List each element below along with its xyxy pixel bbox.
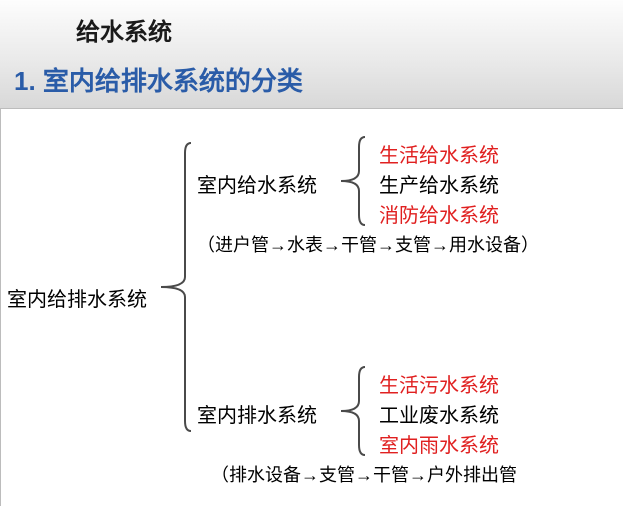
tree-root: 室内给排水系统: [7, 283, 147, 312]
tree-branch-0: 室内给水系统: [197, 169, 317, 198]
tree-note-1: （排水设备→支管→干管→户外排出管: [211, 461, 517, 487]
slide-header: 给水系统 1. 室内给排水系统的分类: [0, 0, 623, 108]
tree-branch-1: 室内排水系统: [197, 399, 317, 428]
brace-1: [337, 135, 365, 232]
tree-note-0: （进户管→水表→干管→支管→用水设备）: [197, 231, 539, 257]
slide-title: 给水系统: [0, 12, 623, 47]
slide-subtitle: 1. 室内给排水系统的分类: [0, 61, 623, 98]
brace-2: [337, 365, 365, 462]
brace-0: [157, 141, 191, 438]
tree-leaf-1-0: 生活污水系统: [379, 369, 499, 398]
tree-leaf-0-0: 生活给水系统: [379, 139, 499, 168]
tree-leaf-0-1: 生产给水系统: [379, 169, 499, 198]
diagram-area: 室内给排水系统 室内给水系统 生活给水系统生产给水系统消防给水系统 （进户管→水表→干…: [0, 108, 623, 506]
tree-leaf-0-2: 消防给水系统: [379, 199, 499, 228]
tree-leaf-1-2: 室内雨水系统: [379, 429, 499, 458]
tree-leaf-1-1: 工业废水系统: [379, 399, 499, 428]
